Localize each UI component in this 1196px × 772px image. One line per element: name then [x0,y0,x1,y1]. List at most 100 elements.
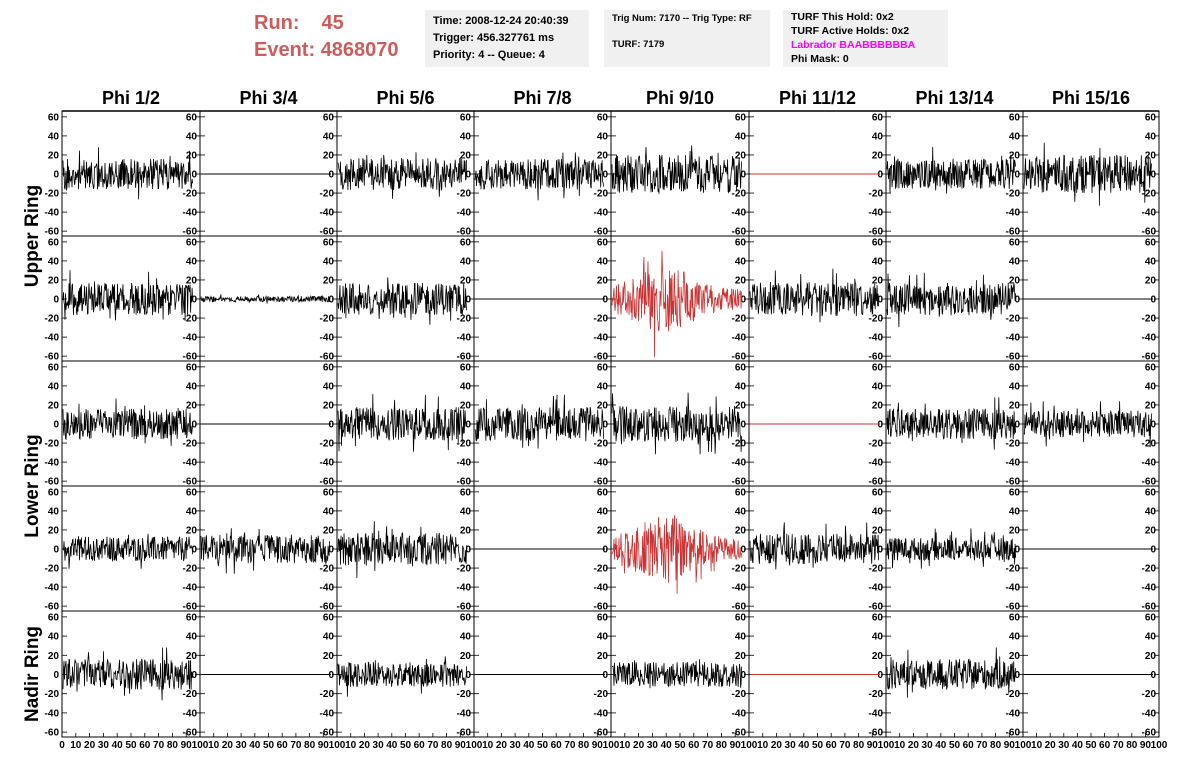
xtick-label-2-6: 70 [427,740,439,751]
ytick-label-left-r4c0-5: -40 [45,708,60,719]
ytick-label-right-r0c5-2: 20 [872,150,884,161]
ytick-label-right-r1c7-3: 0 [1150,295,1156,306]
xtick-label-5-0: 10 [757,740,769,751]
xtick-label-4-5: 60 [688,740,700,751]
ytick-label-right-r3c4-5: -40 [732,583,747,594]
ytick-label-right-r4c7-4: -20 [1142,689,1157,700]
run-label: Run: [254,12,300,34]
ytick-label-right-r0c1-0: 60 [323,112,335,123]
ytick-label-right-r4c4-4: -20 [732,689,747,700]
turf-info-box: TURF This Hold: 0x2 TURF Active Holds: 0… [783,10,948,67]
ytick-label-right-r1c2-0: 60 [460,237,472,248]
xtick-label-0-10: 100 [192,740,209,751]
ytick-label-right-r0c0-5: -40 [183,208,198,219]
ytick-label-right-r1c2-2: 20 [460,275,472,286]
ytick-label-right-r4c3-2: 20 [597,651,609,662]
xtick-label-3-0: 10 [482,740,494,751]
ytick-label-right-r3c1-3: 0 [328,545,334,556]
ytick-label-right-r4c5-5: -40 [869,708,884,719]
xtick-label-5-5: 60 [826,740,838,751]
phi-mask-line: Phi Mask: 0 [791,53,849,65]
ytick-label-left-r4c0-4: -20 [45,689,60,700]
ytick-label-right-r4c4-3: 0 [740,670,746,681]
ytick-label-right-r4c6-1: 40 [1009,632,1021,643]
waveform-r4c6 [886,647,1016,698]
ytick-label-right-r1c7-0: 60 [1145,237,1157,248]
ytick-label-left-r2c0-6: -60 [45,477,60,488]
ytick-label-right-r0c2-4: -20 [457,189,472,200]
ytick-label-right-r4c4-5: -40 [732,708,747,719]
ytick-label-right-r0c7-4: -20 [1142,189,1157,200]
run-value: 45 [321,12,344,34]
ytick-label-left-r4c0-2: 20 [48,651,60,662]
ytick-label-right-r3c2-4: -20 [457,564,472,575]
ytick-label-right-r0c6-3: 0 [1014,170,1020,181]
ytick-label-right-r0c2-3: 0 [465,170,471,181]
ytick-label-right-r3c3-5: -40 [594,583,609,594]
ytick-label-right-r2c0-5: -40 [183,458,198,469]
ring-label-3: Nadir Ring [22,626,43,722]
ytick-label-right-r2c0-1: 40 [186,381,198,392]
ytick-label-right-r3c1-5: -40 [320,583,335,594]
panel-frame-r4c4 [610,610,750,738]
xtick-label-2-2: 30 [373,740,385,751]
ytick-label-right-r4c1-0: 60 [323,612,335,623]
ytick-label-right-r2c1-3: 0 [328,420,334,431]
ytick-label-right-r1c4-1: 40 [735,256,747,267]
ytick-label-right-r2c2-6: -60 [457,477,472,488]
waveform-r2c2 [337,394,467,452]
ytick-label-right-r2c3-2: 20 [597,400,609,411]
waveform-r3c2 [337,521,467,579]
ytick-label-right-r2c0-0: 60 [186,362,198,373]
ytick-label-right-r0c0-3: 0 [191,170,197,181]
ytick-label-right-r2c3-4: -20 [594,439,609,450]
xtick-label-1-5: 60 [277,740,289,751]
ytick-label-right-r0c5-1: 40 [872,131,884,142]
ytick-label-right-r3c7-6: -60 [1142,602,1157,613]
ytick-label-right-r1c5-5: -40 [869,333,884,344]
ytick-label-left-r2c0-2: 20 [48,400,60,411]
xtick-label-4-3: 40 [661,740,673,751]
ytick-label-right-r3c7-5: -40 [1142,583,1157,594]
waveform-r4c4 [611,659,742,689]
ytick-label-right-r2c6-5: -40 [1006,458,1021,469]
ytick-label-right-r2c1-6: -60 [320,477,335,488]
ytick-label-left-r0c0-4: -20 [45,189,60,200]
ytick-label-right-r1c4-3: 0 [740,295,746,306]
xtick-label-2-0: 10 [345,740,357,751]
xtick-label-1-1: 20 [222,740,234,751]
ytick-label-right-r4c2-4: -20 [457,689,472,700]
ytick-label-right-r3c3-6: -60 [594,602,609,613]
ytick-label-right-r4c1-1: 40 [323,632,335,643]
ytick-label-right-r3c4-1: 40 [735,506,747,517]
ytick-label-right-r1c1-2: 20 [323,275,335,286]
waveform-r4c2 [337,656,467,697]
waveform-r0c3 [474,152,604,201]
ytick-label-right-r2c7-2: 20 [1145,400,1157,411]
event-row: Event: 4868070 [254,37,399,64]
ytick-label-right-r0c0-0: 60 [186,112,198,123]
ytick-label-right-r1c6-3: 0 [1014,295,1020,306]
xtick-label-3-1: 20 [496,740,508,751]
waveform-r1c5 [749,268,879,323]
ytick-label-right-r0c3-6: -60 [594,227,609,238]
ytick-label-right-r2c6-3: 0 [1014,420,1020,431]
ytick-label-right-r4c0-2: 20 [186,651,198,662]
waveform-r0c7 [1023,142,1153,206]
ytick-label-left-r3c0-2: 20 [48,525,60,536]
ytick-label-right-r0c7-2: 20 [1145,150,1157,161]
ytick-label-left-r1c0-4: -20 [45,314,60,325]
ytick-label-right-r0c7-5: -40 [1142,208,1157,219]
xtick-label-1-0: 10 [208,740,220,751]
ytick-label-right-r2c4-4: -20 [732,439,747,450]
xtick-label-1-4: 50 [263,740,275,751]
ytick-label-right-r0c4-0: 60 [735,112,747,123]
xtick-label-7-9: 100 [1151,740,1168,751]
ytick-label-right-r1c7-4: -20 [1142,314,1157,325]
ytick-label-right-r3c6-4: -20 [1006,564,1021,575]
xtick-label-5-1: 20 [771,740,783,751]
xtick-label-0-0: 0 [59,740,65,751]
ytick-label-right-r4c2-6: -60 [457,728,472,739]
ytick-label-right-r2c3-1: 40 [597,381,609,392]
ytick-label-right-r1c6-6: -60 [1006,352,1021,363]
